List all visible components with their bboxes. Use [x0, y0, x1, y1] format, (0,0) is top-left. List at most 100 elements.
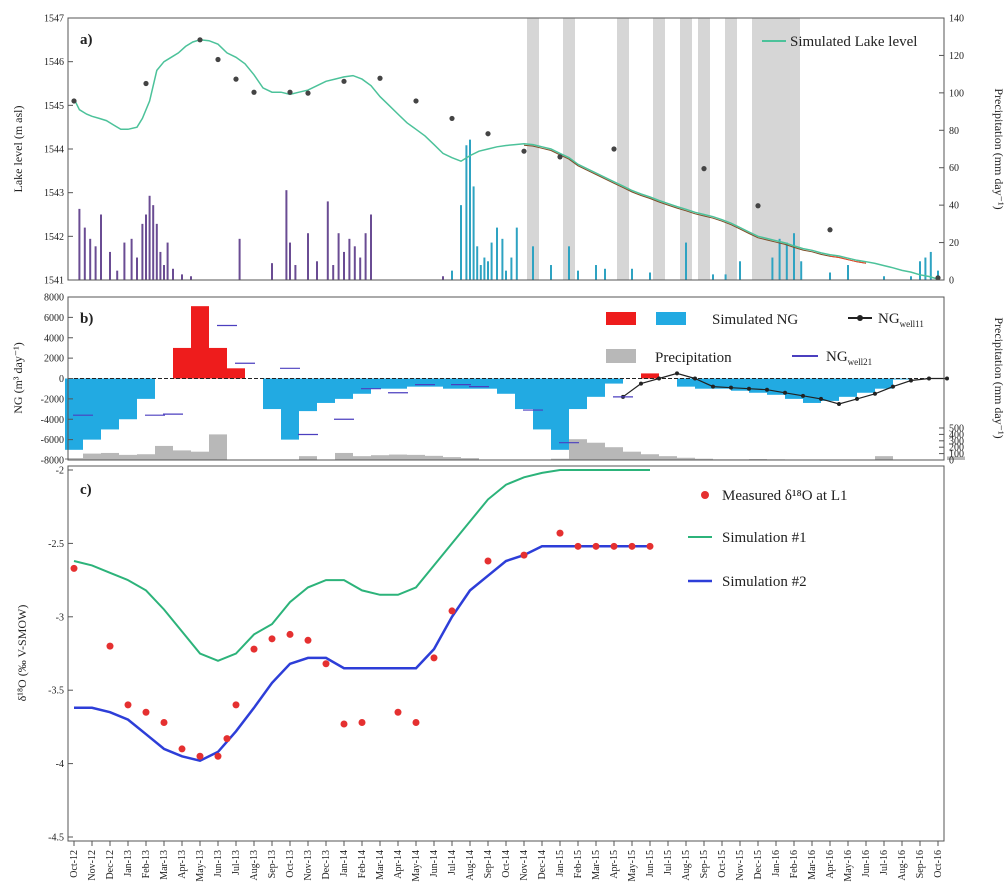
- ng-bar: [479, 378, 497, 389]
- measured-lake-level-point: [755, 203, 761, 209]
- x-tick-label: Dec-12: [105, 850, 116, 879]
- y2-tick-label: 80: [949, 126, 959, 137]
- x-tick-label: Feb-15: [573, 850, 584, 878]
- x-tick-label: Feb-14: [357, 850, 368, 878]
- ng-bar: [893, 378, 911, 380]
- x-tick-label: Jul-16: [879, 850, 890, 875]
- simulation-2-line: [74, 545, 650, 763]
- x-tick-label: May-14: [411, 850, 422, 882]
- y-tick-label: -4.5: [48, 833, 64, 844]
- precip-bar: [461, 458, 479, 460]
- legend-ng-positive-swatch: [606, 312, 636, 325]
- ngwell11-point: [837, 401, 841, 406]
- precip-bar: [364, 233, 367, 280]
- measured-d18o-point: [160, 718, 168, 726]
- panel-b-y-label: NG (m³ day⁻¹): [11, 342, 25, 414]
- precip-bar: [685, 242, 687, 280]
- measured-d18o-point: [106, 642, 114, 650]
- x-tick-label: Apr-14: [393, 850, 404, 879]
- x-tick-label: Mar-14: [375, 850, 386, 880]
- ngwell11-point: [909, 378, 913, 383]
- precip-bar: [483, 257, 486, 280]
- legend-measured-marker: [701, 491, 709, 499]
- measured-lake-level-point: [935, 275, 941, 281]
- precip-bar: [510, 257, 513, 280]
- measured-lake-level-point: [251, 89, 257, 95]
- legend-measured-d18o: Measured δ¹⁸O at L1: [722, 488, 848, 504]
- precip-bar: [443, 457, 461, 460]
- x-tick-label: Mar-15: [591, 850, 602, 880]
- precip-bar: [353, 456, 371, 460]
- precip-bar: [577, 270, 579, 280]
- x-tick-label: Aug-16: [897, 850, 908, 881]
- precip-bar: [724, 274, 727, 280]
- y2-tick-label: 0: [949, 276, 954, 287]
- x-tick-label: Sep-13: [267, 850, 278, 878]
- precip-bar: [469, 139, 471, 280]
- ng-bar: [713, 378, 731, 389]
- precip-bar: [778, 238, 781, 280]
- precip-bar: [307, 233, 309, 280]
- measured-lake-level-point: [611, 146, 617, 152]
- x-tick-label: Oct-14: [501, 850, 512, 878]
- y-tick-label: -4: [56, 759, 64, 770]
- precip-bar: [145, 214, 147, 280]
- shade-band-0: [527, 18, 539, 280]
- y-tick-label: -3.5: [48, 686, 64, 697]
- y2-tick-label: 400: [949, 430, 964, 441]
- ngwell11-point: [729, 385, 733, 390]
- y2-tick-label: 0: [949, 456, 954, 467]
- precip-bar: [155, 223, 158, 280]
- measured-d18o-point: [223, 735, 231, 743]
- precip-bar: [532, 246, 534, 280]
- measured-d18o-point: [484, 557, 492, 565]
- precip-bar: [326, 201, 329, 280]
- x-tick-label: Jun-14: [429, 850, 440, 877]
- precip-bar: [172, 268, 174, 280]
- x-tick-label: Sep-14: [483, 850, 494, 878]
- measured-d18o-point: [178, 745, 186, 753]
- precip-bar: [739, 261, 741, 280]
- ng-bar: [569, 378, 587, 410]
- measured-d18o-point: [358, 718, 366, 726]
- ng-bar: [299, 378, 317, 412]
- precip-bar: [847, 265, 849, 280]
- precip-bar: [472, 186, 475, 280]
- y2-tick-label: 20: [949, 238, 959, 249]
- legend-simulated-ng: Simulated NG: [712, 312, 798, 328]
- x-tick-label: Feb-16: [789, 850, 800, 878]
- ngwell11-point: [711, 384, 715, 389]
- precip-bar: [910, 276, 912, 280]
- precip-bar: [641, 454, 659, 460]
- measured-lake-level-point: [305, 90, 311, 96]
- precip-bar: [793, 233, 795, 280]
- x-tick-label: Oct-15: [717, 850, 728, 878]
- precip-bar: [353, 246, 356, 280]
- ng-bar: [191, 306, 209, 379]
- x-tick-label: Aug-13: [249, 850, 260, 881]
- x-axis-ticks: Oct-12 Nov-12 Dec-12 Jan-13 Feb-13 Mar-13 Apr-…: [69, 841, 944, 882]
- x-tick-label: Feb-13: [141, 850, 152, 878]
- precip-bar: [712, 274, 714, 280]
- measured-lake-level-point: [449, 115, 455, 122]
- measured-lake-level-point: [197, 37, 203, 43]
- measured-d18o-point: [70, 564, 78, 572]
- legend-ngwell11-marker: [857, 315, 863, 321]
- precip-bar: [425, 455, 443, 460]
- precip-bar: [181, 274, 183, 280]
- ng-bar: [677, 378, 695, 387]
- precip-bar: [442, 276, 444, 280]
- panel-b-y-ticks: -8000 -6000 -4000 -2000 0 2000 4000 6000 8000: [41, 293, 73, 467]
- y2-tick-label: 120: [949, 51, 964, 62]
- panel-b-label: b): [80, 311, 93, 327]
- y2-tick-label: 500: [949, 424, 964, 435]
- precip-bar: [137, 454, 155, 460]
- precip-bar: [829, 272, 831, 280]
- measured-d18o-point: [124, 701, 132, 709]
- precip-bar: [148, 195, 151, 280]
- x-tick-label: Sep-16: [915, 850, 926, 878]
- precip-bar: [587, 442, 605, 460]
- x-tick-label: Jan-15: [555, 850, 566, 877]
- ng-bar: [65, 378, 83, 450]
- precip-bar: [348, 238, 351, 280]
